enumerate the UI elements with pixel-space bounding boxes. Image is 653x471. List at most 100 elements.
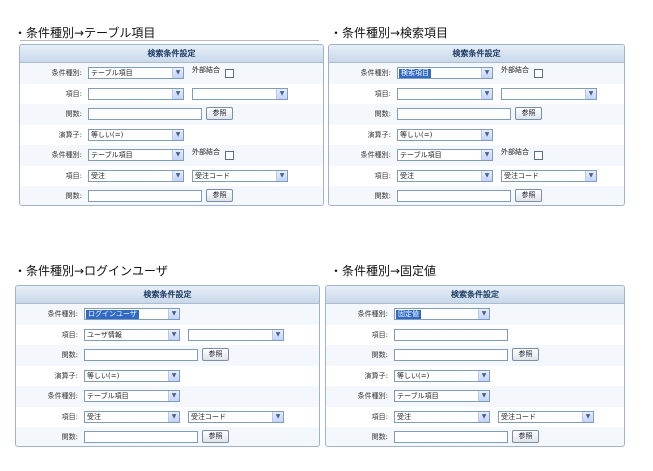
- relation-input[interactable]: [84, 431, 198, 443]
- column-select[interactable]: 受注コード ▼: [501, 169, 597, 182]
- column-select[interactable]: 受注コード ▼: [188, 410, 284, 423]
- chevron-down-icon[interactable]: ▼: [582, 411, 593, 422]
- browse-button[interactable]: 参照: [202, 430, 229, 443]
- chevron-down-icon[interactable]: ▼: [478, 411, 489, 422]
- selected-value: 受注コード: [191, 412, 226, 421]
- relation-label: 関数:: [61, 351, 78, 359]
- browse-button[interactable]: 参照: [206, 189, 233, 202]
- caption-login-user: ・条件種別→ログインユーザ: [14, 264, 168, 278]
- selected-value: 検索項目: [399, 69, 431, 78]
- external-join-checkbox[interactable]: [225, 69, 234, 78]
- selected-value: 受注コード: [501, 412, 536, 421]
- selected-value: 受注: [400, 171, 414, 180]
- condition-type-select[interactable]: テーブル項目 ▼: [397, 149, 493, 161]
- search-condition-panel-table-item: 検索条件設定 条件種別: テーブル項目 ▼ 外部結合 項目: ▼ ▼ 関数: 参照…: [19, 44, 324, 206]
- chevron-down-icon[interactable]: ▼: [168, 309, 179, 319]
- browse-button[interactable]: 参照: [206, 107, 233, 120]
- condition-type-select[interactable]: テーブル項目 ▼: [84, 390, 180, 402]
- condition-type-row: 条件種別: 固定値 ▼: [326, 304, 624, 325]
- browse-button[interactable]: 参照: [512, 430, 539, 443]
- browse-button[interactable]: 参照: [512, 348, 539, 361]
- chevron-down-icon[interactable]: ▼: [478, 391, 489, 401]
- browse-button[interactable]: 参照: [515, 107, 542, 120]
- condition-type-row: 条件種別: 検索項目 ▼ 外部結合: [329, 63, 624, 84]
- chevron-down-icon[interactable]: ▼: [585, 170, 596, 181]
- column-select[interactable]: 受注コード ▼: [192, 169, 288, 182]
- chevron-down-icon[interactable]: ▼: [478, 370, 489, 381]
- relation-row: 関数: 参照: [329, 104, 624, 125]
- relation-input[interactable]: [84, 349, 198, 361]
- table-select[interactable]: 受注 ▼: [84, 410, 180, 423]
- browse-button[interactable]: 参照: [515, 189, 542, 202]
- search-condition-panel-login-user: 検索条件設定 条件種別: ログインユーザ ▼ 項目: ユーザ情報 ▼ ▼ 関数: 参…: [15, 285, 320, 447]
- item-label: 項目:: [61, 412, 78, 421]
- operator-select[interactable]: 等しい(=) ▼: [394, 369, 490, 382]
- table-select[interactable]: ユーザ情報 ▼: [84, 328, 180, 341]
- chevron-down-icon[interactable]: ▼: [168, 329, 179, 340]
- relation-row: 関数: 参照: [326, 427, 624, 446]
- condition-type-row: 条件種別: テーブル項目 ▼: [326, 386, 624, 407]
- chevron-down-icon[interactable]: ▼: [585, 88, 596, 99]
- condition-type-select[interactable]: テーブル項目 ▼: [88, 149, 184, 161]
- condition-type-label: 条件種別:: [357, 392, 388, 400]
- external-join-label: 外部結合: [192, 66, 220, 74]
- operator-select[interactable]: 等しい(=) ▼: [84, 369, 180, 382]
- condition-type-row: 条件種別: テーブル項目 ▼ 外部結合: [20, 145, 323, 166]
- chevron-down-icon[interactable]: ▼: [168, 391, 179, 401]
- chevron-down-icon[interactable]: ▼: [276, 170, 287, 181]
- chevron-down-icon[interactable]: ▼: [481, 68, 492, 78]
- column-select[interactable]: ▼: [188, 328, 284, 341]
- relation-input[interactable]: [397, 190, 511, 202]
- table-select[interactable]: ▼: [397, 87, 493, 100]
- relation-input[interactable]: [394, 431, 508, 443]
- column-select[interactable]: 受注コード ▼: [498, 410, 594, 423]
- operator-row: 演算子: 等しい(=) ▼: [16, 365, 319, 386]
- condition-type-select[interactable]: テーブル項目 ▼: [394, 390, 490, 402]
- chevron-down-icon[interactable]: ▼: [172, 68, 183, 78]
- table-select[interactable]: 受注 ▼: [394, 410, 490, 423]
- relation-input[interactable]: [88, 108, 202, 120]
- operator-select[interactable]: 等しい(=) ▼: [88, 128, 184, 141]
- condition-type-select[interactable]: 固定値 ▼: [394, 308, 490, 320]
- selected-value: 等しい(=): [91, 130, 124, 139]
- chevron-down-icon[interactable]: ▼: [168, 411, 179, 422]
- condition-type-select[interactable]: ログインユーザ ▼: [84, 308, 180, 320]
- external-join-checkbox[interactable]: [534, 151, 543, 160]
- chevron-down-icon[interactable]: ▼: [481, 129, 492, 140]
- table-select[interactable]: 受注 ▼: [88, 169, 184, 182]
- operator-select[interactable]: 等しい(=) ▼: [397, 128, 493, 141]
- chevron-down-icon[interactable]: ▼: [481, 150, 492, 160]
- table-select[interactable]: 受注 ▼: [397, 169, 493, 182]
- panel-title: 検索条件設定: [20, 45, 323, 63]
- selected-value: 受注: [87, 412, 101, 421]
- external-join-checkbox[interactable]: [225, 151, 234, 160]
- external-join-checkbox[interactable]: [534, 69, 543, 78]
- chevron-down-icon[interactable]: ▼: [172, 129, 183, 140]
- browse-button[interactable]: 参照: [202, 348, 229, 361]
- relation-input[interactable]: [88, 190, 202, 202]
- chevron-down-icon[interactable]: ▼: [272, 411, 283, 422]
- chevron-down-icon[interactable]: ▼: [172, 88, 183, 99]
- chevron-down-icon[interactable]: ▼: [168, 370, 179, 381]
- operator-row: 演算子: 等しい(=) ▼: [326, 365, 624, 386]
- item-input[interactable]: [394, 328, 508, 341]
- chevron-down-icon[interactable]: ▼: [172, 170, 183, 181]
- column-select[interactable]: ▼: [192, 87, 288, 100]
- column-select[interactable]: ▼: [501, 87, 597, 100]
- selected-value: 受注: [397, 412, 411, 421]
- relation-input[interactable]: [397, 108, 511, 120]
- chevron-down-icon[interactable]: ▼: [478, 309, 489, 319]
- table-select[interactable]: ▼: [88, 87, 184, 100]
- condition-type-label: 条件種別:: [47, 392, 78, 400]
- selected-value: テーブル項目: [397, 392, 439, 400]
- chevron-down-icon[interactable]: ▼: [172, 150, 183, 160]
- item-row: 項目:: [326, 324, 624, 345]
- condition-type-select[interactable]: 検索項目 ▼: [397, 67, 493, 79]
- relation-input[interactable]: [394, 349, 508, 361]
- chevron-down-icon[interactable]: ▼: [481, 170, 492, 181]
- chevron-down-icon[interactable]: ▼: [272, 329, 283, 340]
- chevron-down-icon[interactable]: ▼: [276, 88, 287, 99]
- condition-type-select[interactable]: テーブル項目 ▼: [88, 67, 184, 79]
- chevron-down-icon[interactable]: ▼: [481, 88, 492, 99]
- caption-search-item: ・条件種別→検索項目: [330, 26, 449, 40]
